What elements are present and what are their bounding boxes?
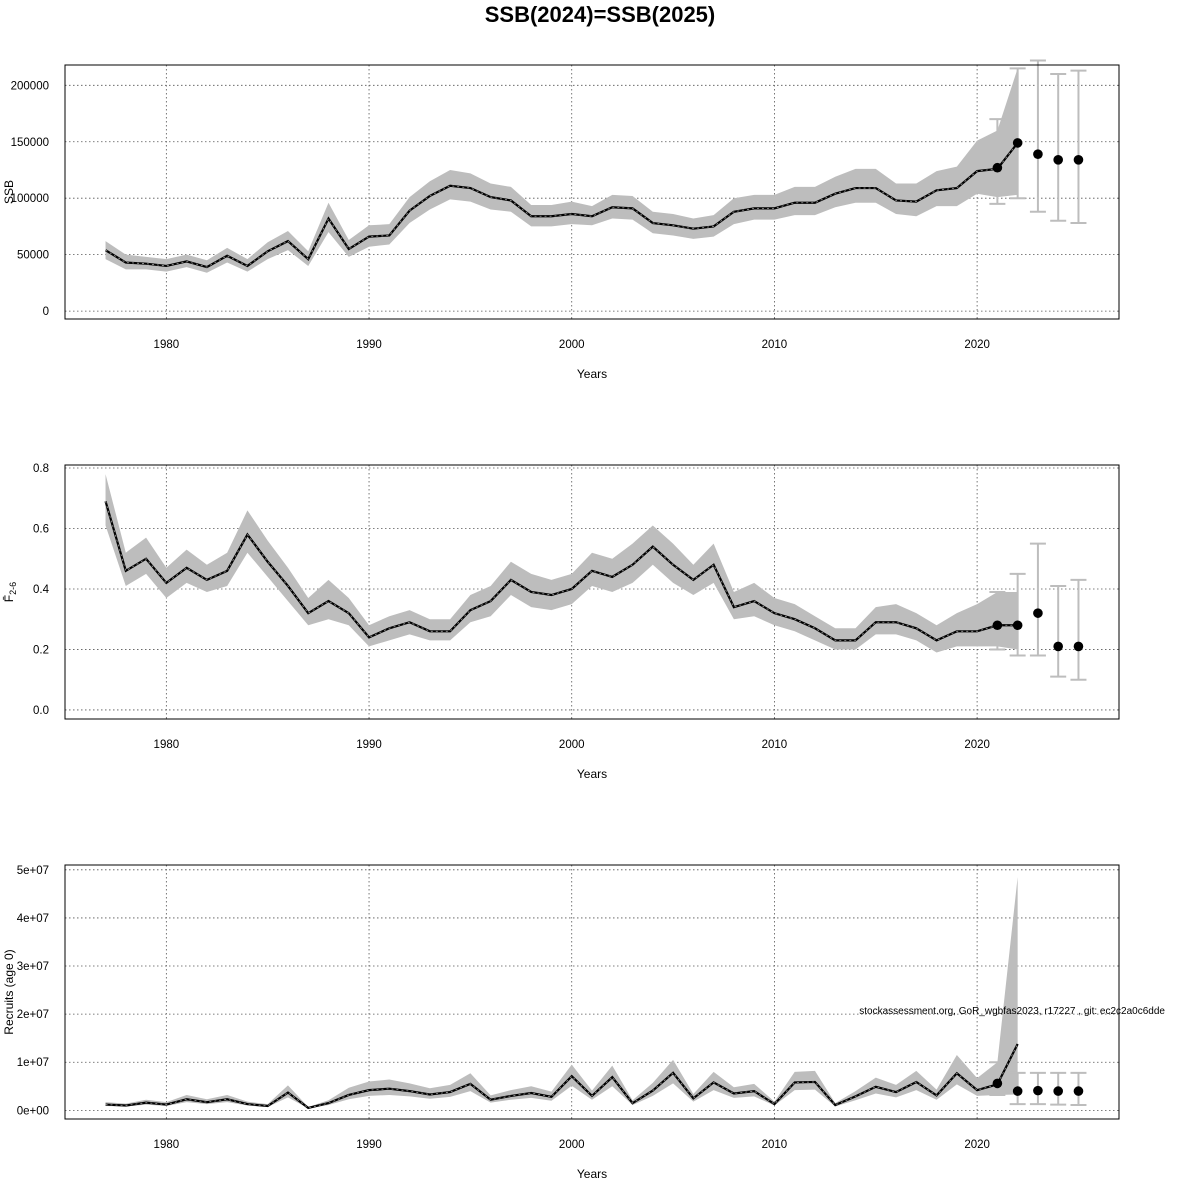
- forecast-point: [1053, 155, 1063, 165]
- y-tick-label: 0.0: [33, 705, 49, 717]
- y-tick-label: 0.2: [33, 644, 49, 656]
- y-axis-label: SSB: [2, 180, 16, 204]
- forecast-point: [1033, 149, 1043, 159]
- plot-frame: [64, 64, 1120, 320]
- estimate-line-dashed: [105, 1043, 1019, 1109]
- forecast-point: [1073, 1086, 1084, 1096]
- y-tick-label: 4e+07: [17, 913, 49, 925]
- forecast-point: [1053, 641, 1063, 652]
- x-tick-label: 1980: [154, 739, 180, 751]
- y-axis-label: Recruits (age 0): [2, 949, 16, 1034]
- forecast-point: [1073, 155, 1084, 165]
- plot-frame: [64, 864, 1120, 1120]
- forecast-point: [1012, 1086, 1023, 1096]
- chart-title: SSB(2024)=SSB(2025): [484, 2, 716, 27]
- forecast-point: [992, 620, 1003, 631]
- confidence-band: [105, 877, 1018, 1109]
- y-tick-label: 0.8: [33, 463, 49, 475]
- y-tick-label: 2e+07: [17, 1009, 49, 1021]
- y-tick-label: 200000: [11, 80, 49, 92]
- y-tick-label: 150000: [11, 137, 49, 149]
- estimate-line: [104, 500, 1018, 642]
- x-tick-label: 2000: [559, 339, 585, 351]
- forecast-point: [992, 1078, 1003, 1089]
- x-tick-label: 2000: [559, 739, 585, 751]
- plot-frame: [64, 464, 1120, 720]
- forecast-point: [1073, 641, 1084, 652]
- x-tick-label: 2020: [964, 739, 990, 751]
- y-tick-label: 5e+07: [17, 865, 49, 877]
- estimate-line: [104, 142, 1019, 269]
- y-tick-label: 0.4: [33, 584, 50, 596]
- forecast-point: [1012, 620, 1023, 631]
- y-tick-label: 1e+07: [17, 1057, 49, 1069]
- x-tick-label: 2020: [964, 1139, 990, 1151]
- estimate-line: [105, 1043, 1019, 1110]
- x-axis-label: Years: [577, 367, 607, 381]
- confidence-band: [105, 68, 1018, 273]
- x-tick-label: 1990: [356, 739, 382, 751]
- x-tick-label: 1990: [356, 1139, 382, 1151]
- forecast-point: [992, 162, 1003, 173]
- x-tick-label: 2020: [964, 339, 990, 351]
- confidence-band: [105, 474, 1018, 653]
- y-tick-label: 0: [43, 306, 49, 318]
- y-tick-label: 50000: [17, 250, 49, 262]
- y-tick-label: 0e+00: [17, 1105, 49, 1117]
- x-tick-label: 1980: [154, 1139, 180, 1151]
- x-tick-label: 2000: [559, 1139, 585, 1151]
- x-tick-label: 1980: [154, 339, 180, 351]
- forecast-point: [1033, 608, 1043, 618]
- x-axis-label: Years: [577, 767, 607, 781]
- y-tick-label: 0.6: [33, 524, 49, 536]
- x-tick-label: 2010: [762, 1139, 788, 1151]
- footer-note: stockassessment.org, GoR_wgbfas2023, r17…: [859, 1006, 1165, 1017]
- forecast-point: [1012, 138, 1023, 148]
- y-axis-label: F̄2-6: [2, 582, 18, 602]
- x-axis-label: Years: [577, 1167, 607, 1181]
- y-tick-label: 3e+07: [17, 961, 49, 973]
- forecast-point: [1033, 1085, 1043, 1096]
- y-tick-label: 100000: [11, 193, 49, 205]
- x-tick-label: 2010: [762, 339, 788, 351]
- forecast-point: [1053, 1086, 1063, 1096]
- x-tick-label: 2010: [762, 739, 788, 751]
- x-tick-label: 1990: [356, 339, 382, 351]
